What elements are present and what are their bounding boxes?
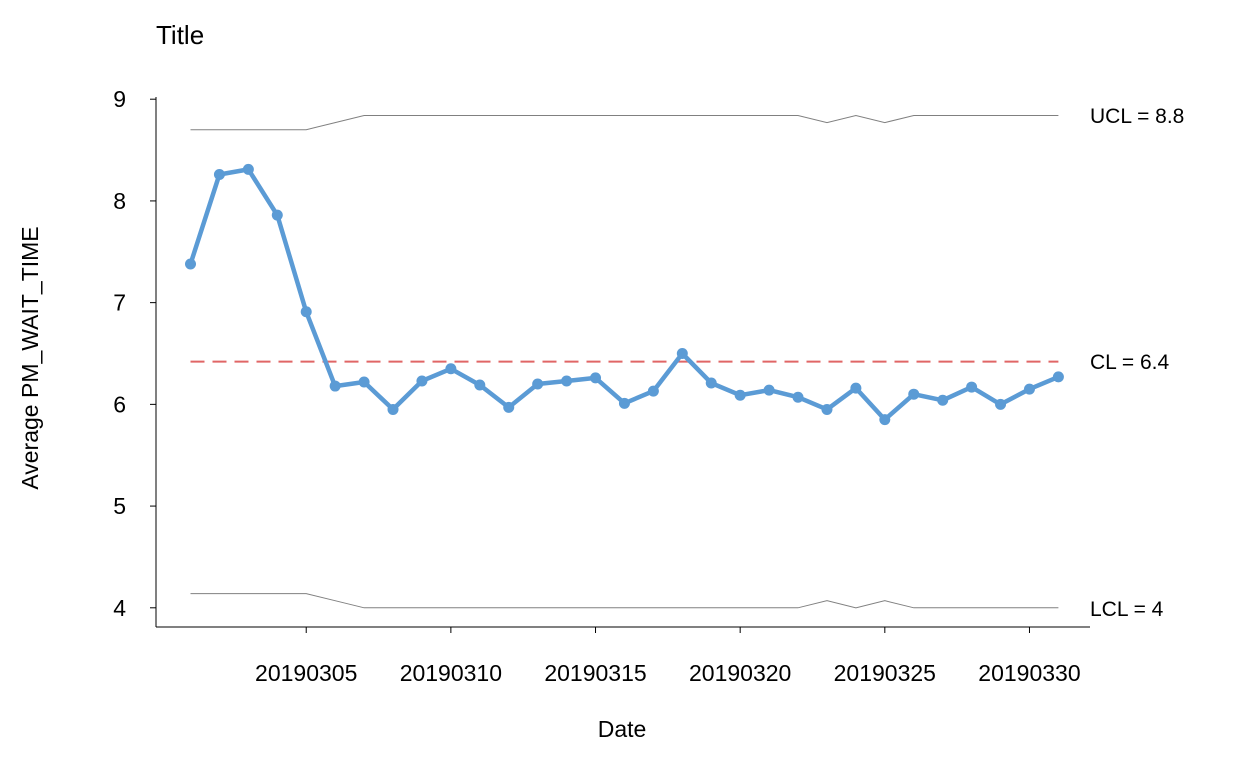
y-tick-label: 7 [113,290,126,316]
y-tick-label: 6 [113,391,126,417]
data-point [503,401,515,413]
data-point [618,397,630,409]
data-point [908,388,920,400]
data-point [185,258,196,270]
data-point [937,394,949,406]
y-tick-label: 8 [113,188,126,214]
x-axis-label: Date [598,716,647,742]
ucl-line [190,114,1059,131]
data-point [879,414,891,426]
y-tick-label: 4 [113,595,126,621]
data-point [1023,383,1035,395]
lcl-label: LCL = 4 [1090,598,1164,621]
data-point [532,378,544,390]
ucl-label: UCL = 8.8 [1090,105,1184,128]
lcl-line [190,593,1059,609]
data-point [300,306,312,318]
data-point [1052,371,1064,383]
data-point [676,348,688,359]
chart-title: Title [156,20,204,50]
data-point [705,377,717,389]
lcl-layer [190,593,1059,609]
data-point [213,168,225,180]
data-point [445,363,457,375]
ucl-layer [190,114,1059,131]
data-point [474,379,486,391]
data-point [561,375,573,387]
data-point [358,376,370,388]
data-point [329,380,341,392]
data-point [995,398,1007,410]
data-point [416,375,428,387]
axes: 4 5 6 7 8 9 20190305 20190310 20190315 20190320 20… [113,86,1090,686]
x-tick-label: 20190310 [400,660,502,686]
data-point [387,403,399,415]
x-tick-label: 20190315 [544,660,646,686]
data-point [792,391,804,403]
x-tick-label: 20190330 [978,660,1080,686]
x-tick-label: 20190305 [255,660,357,686]
y-axis-label: Average PM_WAIT_TIME [17,226,43,489]
data-point [821,403,833,415]
data-point [647,385,659,397]
y-tick-label: 9 [113,86,126,112]
data-point [242,163,254,175]
x-tick-label: 20190325 [834,660,936,686]
series-layer [185,163,1064,426]
data-point [734,389,746,401]
data-point [271,209,283,221]
data-point [850,382,862,394]
cl-label: CL = 6.4 [1090,351,1170,374]
data-point [763,384,775,396]
data-point [966,381,978,393]
x-tick-label: 20190320 [689,660,791,686]
series-line [188,167,1061,422]
data-point [590,372,602,384]
y-tick-label: 5 [113,493,126,519]
